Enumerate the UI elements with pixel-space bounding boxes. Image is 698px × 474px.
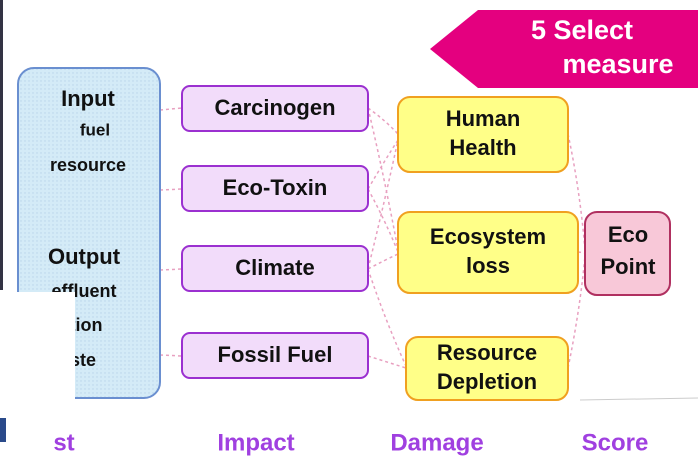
score-text: Eco <box>608 222 648 247</box>
damage-text: Health <box>449 135 516 160</box>
left-edge <box>0 0 3 290</box>
left-sliver <box>0 418 6 442</box>
inventory-text: fuel <box>80 120 110 139</box>
overlay <box>0 292 75 415</box>
connectors <box>159 107 586 369</box>
callout-arrow <box>430 10 698 88</box>
damage-box <box>405 336 569 401</box>
impact-box <box>181 165 369 212</box>
callout-text: 5 Select <box>531 15 633 45</box>
score-text: Point <box>601 254 657 279</box>
damage-text: loss <box>466 253 510 278</box>
impact-text: Carcinogen <box>214 95 335 120</box>
impact-box <box>181 245 369 292</box>
inventory-text: Input <box>61 86 115 111</box>
damage-text: Human <box>446 106 521 131</box>
score-box <box>584 211 671 296</box>
damage-text: Resource <box>437 340 537 365</box>
impact-text: Fossil Fuel <box>218 342 333 367</box>
damage-text: Ecosystem <box>430 224 546 249</box>
impact-box <box>181 332 369 379</box>
rule <box>579 397 698 401</box>
footer-label: st <box>53 429 74 456</box>
footer-label: Damage <box>390 429 483 456</box>
damage-box <box>397 211 579 294</box>
footer-label: Impact <box>217 429 294 456</box>
impact-text: Climate <box>235 255 314 280</box>
inventory-text: Output <box>48 244 121 269</box>
damage-box <box>397 96 569 173</box>
callout-text: measure <box>562 49 673 79</box>
inventory-text: resource <box>50 155 126 175</box>
impact-box <box>181 85 369 132</box>
footer-label: Score <box>582 429 649 456</box>
impact-text: Eco-Toxin <box>223 175 328 200</box>
damage-text: Depletion <box>437 369 537 394</box>
